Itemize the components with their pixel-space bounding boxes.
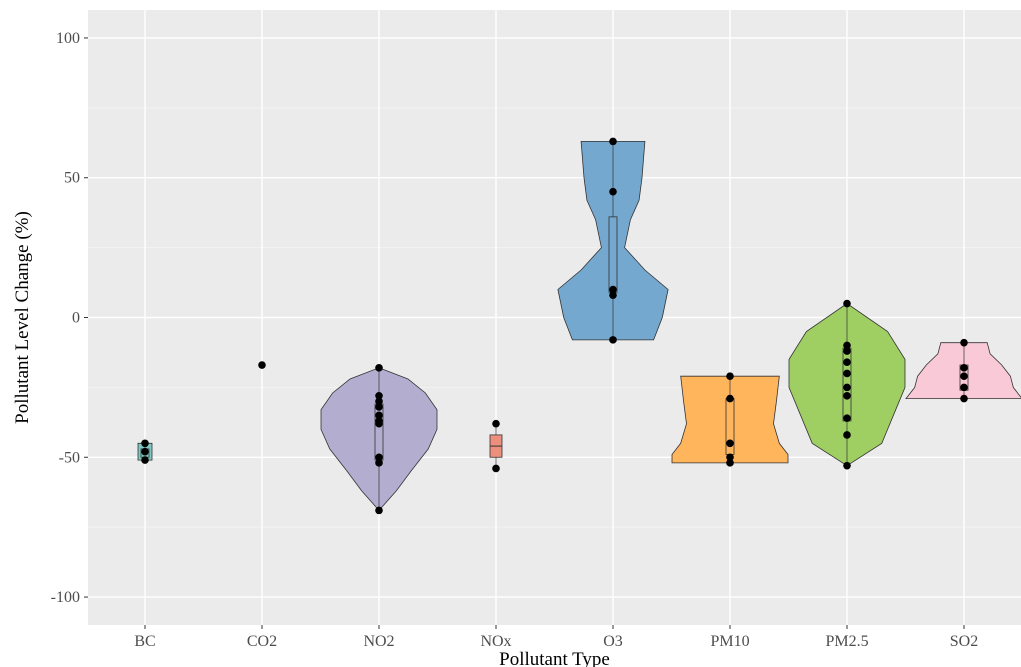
y-tick-label: -100 [51, 589, 80, 606]
y-axis-title: Pollutant Level Change (%) [12, 211, 33, 424]
data-point [843, 414, 851, 422]
data-point [141, 456, 149, 464]
x-tick-label: NOx [480, 633, 511, 650]
violin-group-co2 [258, 361, 266, 369]
x-tick-label: NO2 [363, 633, 394, 650]
data-point [726, 372, 734, 381]
data-point [843, 369, 851, 378]
data-point [843, 299, 851, 308]
data-point [843, 461, 851, 470]
x-tick-label: PM2.5 [825, 633, 868, 650]
data-point [258, 361, 266, 369]
x-tick-label: CO2 [247, 633, 277, 650]
data-point [375, 391, 383, 400]
data-point [492, 419, 500, 428]
x-tick-label: PM10 [710, 633, 749, 650]
data-point [375, 459, 383, 467]
data-point [375, 453, 383, 462]
x-tick-label: O3 [603, 633, 623, 650]
violin-group-bc [137, 439, 153, 464]
x-tick-label: SO2 [950, 633, 978, 650]
violin-group-no2 [320, 364, 438, 515]
y-tick-label: -50 [59, 449, 80, 466]
data-point [843, 431, 851, 439]
data-point [960, 383, 968, 392]
y-tick-label: 100 [56, 30, 80, 47]
box [608, 216, 618, 293]
data-point [609, 291, 617, 299]
data-point [375, 506, 383, 515]
data-point [960, 364, 968, 372]
data-point [843, 341, 851, 350]
violin-group-o3 [557, 137, 669, 344]
data-point [843, 391, 851, 400]
violin-group-pm25 [788, 299, 906, 470]
x-axis-title: Pollutant Type [499, 649, 610, 667]
data-point [375, 364, 383, 372]
y-tick-label: 50 [64, 170, 80, 187]
data-point [492, 464, 500, 473]
violin-group-pm10 [671, 372, 789, 467]
data-point [843, 347, 851, 355]
data-point [609, 285, 617, 294]
data-point [141, 439, 149, 448]
violin-group-nox [489, 419, 503, 473]
data-point [726, 439, 734, 448]
data-point [609, 187, 617, 196]
data-point [843, 383, 851, 392]
violin-group-so2 [905, 338, 1021, 403]
data-point [726, 453, 734, 462]
data-point [375, 419, 383, 428]
data-point [375, 397, 383, 406]
data-point [960, 372, 968, 381]
data-point [726, 459, 734, 467]
data-point [375, 411, 383, 420]
data-point [843, 358, 851, 367]
data-point [609, 137, 617, 146]
data-point [960, 394, 968, 403]
x-tick-label: BC [134, 633, 155, 650]
y-tick-label: 0 [72, 310, 80, 327]
data-point [609, 336, 617, 344]
data-point [960, 338, 968, 347]
data-point [726, 394, 734, 403]
data-point [375, 403, 383, 411]
data-point [141, 447, 149, 456]
